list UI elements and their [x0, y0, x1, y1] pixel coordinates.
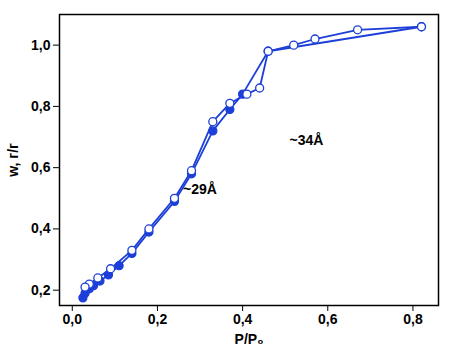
svg-text:P/P₀: P/P₀ — [235, 331, 264, 347]
svg-text:1,0: 1,0 — [31, 37, 51, 53]
svg-text:0,6: 0,6 — [318, 311, 338, 327]
svg-text:0,4: 0,4 — [233, 311, 253, 327]
svg-text:0,2: 0,2 — [148, 311, 168, 327]
svg-text:~34Å: ~34Å — [290, 132, 324, 148]
svg-text:w, г/г: w, г/г — [5, 143, 21, 178]
svg-text:~29Å: ~29Å — [183, 181, 217, 197]
svg-text:0,8: 0,8 — [403, 311, 423, 327]
svg-text:0,8: 0,8 — [31, 98, 51, 114]
svg-text:0,2: 0,2 — [31, 282, 51, 298]
svg-text:0,4: 0,4 — [31, 220, 51, 236]
svg-text:0,0: 0,0 — [63, 311, 83, 327]
svg-text:0,6: 0,6 — [31, 159, 51, 175]
